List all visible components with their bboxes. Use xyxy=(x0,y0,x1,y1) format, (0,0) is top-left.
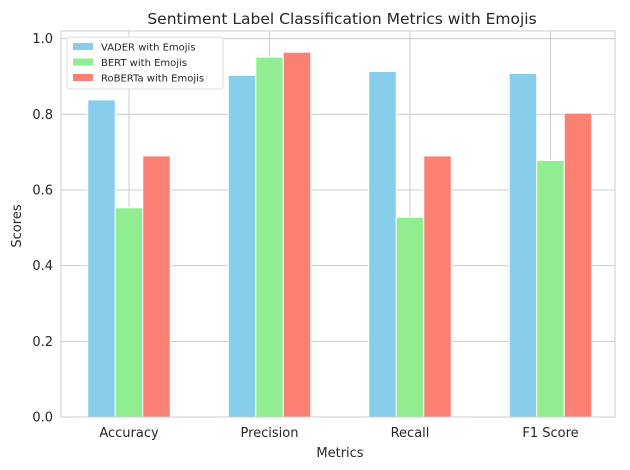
y-tick-label: 1.0 xyxy=(32,32,53,47)
x-tick-label: Accuracy xyxy=(99,426,159,441)
bar xyxy=(368,70,397,418)
plot-frame xyxy=(60,30,616,418)
chart-title: Sentiment Label Classification Metrics w… xyxy=(147,10,536,28)
bar xyxy=(423,155,452,418)
y-tick-label: 0.2 xyxy=(32,335,53,350)
bar xyxy=(255,56,284,418)
y-tick-label: 0.4 xyxy=(32,259,53,274)
legend-label: RoBERTa with Emojis xyxy=(101,74,204,85)
bar xyxy=(282,51,312,418)
bar xyxy=(142,155,171,418)
y-tick-label: 0.0 xyxy=(32,411,53,426)
legend-label: BERT with Emojis xyxy=(101,58,187,69)
bar xyxy=(563,112,593,418)
y-axis-label: Scores xyxy=(10,204,25,247)
plot-area: 0.0 0.2 0.4 0.6 0.8 1.0 Accuracy Precision Recal… xyxy=(32,30,616,441)
bar xyxy=(536,159,565,418)
bar xyxy=(508,72,538,418)
legend: VADER with Emojis BERT with Emojis RoBERTa… xyxy=(66,36,224,90)
legend-swatch xyxy=(73,58,93,66)
x-tick-label: Precision xyxy=(240,426,298,441)
y-tick-label: 0.8 xyxy=(32,108,53,123)
legend-swatch xyxy=(73,74,93,81)
bar xyxy=(395,216,425,418)
bar xyxy=(114,207,144,418)
legend-label: VADER with Emojis xyxy=(101,43,196,54)
x-axis-label: Metrics xyxy=(316,446,363,461)
legend-swatch xyxy=(73,43,93,50)
y-tick-label: 0.6 xyxy=(32,183,53,198)
x-tick-label: Recall xyxy=(391,426,430,441)
bar xyxy=(227,74,257,418)
x-tick-label: F1 Score xyxy=(522,426,578,441)
bar xyxy=(87,99,116,418)
legend-box xyxy=(66,36,224,90)
